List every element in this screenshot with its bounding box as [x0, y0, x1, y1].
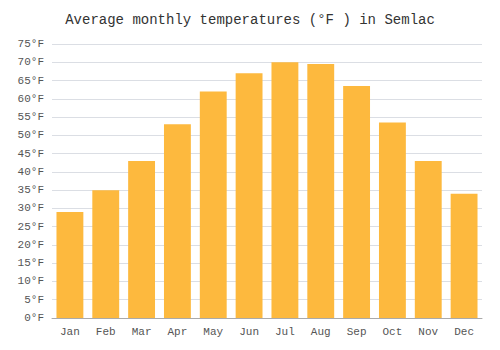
svg-text:Average monthly temperatures (: Average monthly temperatures (°F ) in Se… — [65, 12, 435, 28]
svg-text:25°F: 25°F — [18, 221, 44, 233]
svg-text:Jul: Jul — [275, 326, 295, 338]
svg-text:30°F: 30°F — [18, 202, 44, 214]
svg-text:45°F: 45°F — [18, 148, 44, 160]
svg-text:65°F: 65°F — [18, 75, 44, 87]
svg-text:5°F: 5°F — [24, 294, 44, 306]
svg-text:Sep: Sep — [347, 326, 367, 338]
svg-text:35°F: 35°F — [18, 184, 44, 196]
svg-text:Feb: Feb — [96, 326, 116, 338]
svg-text:May: May — [203, 326, 223, 338]
svg-text:Jun: Jun — [239, 326, 259, 338]
svg-text:Nov: Nov — [418, 326, 438, 338]
svg-text:Apr: Apr — [168, 326, 188, 338]
svg-text:15°F: 15°F — [18, 257, 44, 269]
svg-text:50°F: 50°F — [18, 129, 44, 141]
svg-text:Jan: Jan — [60, 326, 80, 338]
svg-text:55°F: 55°F — [18, 111, 44, 123]
svg-text:10°F: 10°F — [18, 275, 44, 287]
svg-text:75°F: 75°F — [18, 38, 44, 50]
svg-text:60°F: 60°F — [18, 93, 44, 105]
svg-text:40°F: 40°F — [18, 166, 44, 178]
svg-text:Oct: Oct — [383, 326, 403, 338]
svg-text:70°F: 70°F — [18, 56, 44, 68]
svg-text:20°F: 20°F — [18, 239, 44, 251]
svg-text:Dec: Dec — [454, 326, 474, 338]
svg-text:Aug: Aug — [311, 326, 331, 338]
svg-text:0°F: 0°F — [24, 312, 44, 324]
svg-text:Mar: Mar — [132, 326, 152, 338]
